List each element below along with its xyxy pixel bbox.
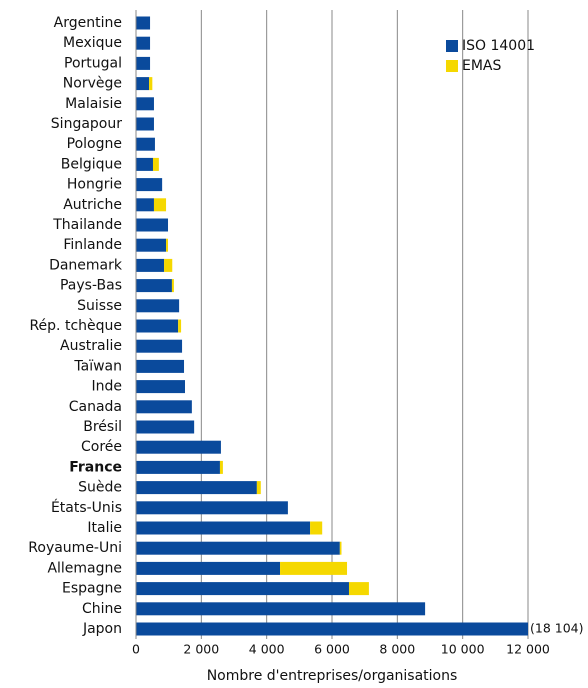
bar-segment	[256, 481, 261, 495]
bar-segment	[136, 420, 195, 434]
y-tick-label: Pays-Bas	[60, 278, 122, 294]
value-label: (18 104)	[530, 621, 584, 636]
x-tick-label: 0	[132, 642, 140, 657]
bar-segment	[136, 16, 151, 30]
y-tick-label: Italie	[87, 520, 122, 536]
bar-segment	[136, 339, 183, 353]
bar-segment	[348, 582, 369, 596]
y-tick-label: Malaisie	[65, 96, 122, 112]
legend-swatch	[446, 60, 458, 72]
y-tick-label: Suisse	[77, 298, 122, 314]
bar-segment	[136, 319, 179, 333]
bar-segment	[219, 460, 223, 474]
bar-segment	[136, 97, 154, 111]
bar-segment	[136, 561, 281, 575]
x-tick-label: 12 000	[506, 642, 550, 657]
y-tick-label: Finlande	[63, 237, 122, 253]
bar-segment	[136, 481, 257, 495]
y-tick-label: Argentine	[54, 15, 122, 31]
bar-segment	[178, 319, 182, 333]
legend-label: ISO 14001	[462, 38, 535, 54]
y-tick-label: Rép. tchèque	[29, 318, 122, 334]
bar-segment	[136, 602, 426, 616]
y-tick-label: Espagne	[62, 581, 122, 597]
bar-segment	[149, 77, 153, 91]
bar-segment	[136, 299, 180, 313]
bar-segment	[136, 178, 163, 192]
bar-segment	[164, 258, 173, 272]
y-tick-label: Chine	[82, 601, 122, 617]
y-tick-label: Australie	[60, 338, 122, 354]
bars	[136, 16, 528, 636]
bar-segment	[136, 541, 340, 555]
bar-segment	[310, 521, 323, 535]
y-tick-label: Allemagne	[47, 560, 122, 576]
bar-segment	[136, 279, 172, 293]
y-tick-label: Taïwan	[73, 358, 122, 374]
y-tick-label: Thailande	[52, 217, 122, 233]
y-tick-label: Hongrie	[67, 177, 122, 193]
y-tick-label: Royaume-Uni	[28, 540, 122, 556]
bar-segment	[153, 198, 167, 212]
bar-segment	[136, 380, 185, 394]
bar-segment	[136, 501, 288, 515]
y-tick-label: Inde	[91, 379, 122, 395]
y-tick-label: Belgique	[61, 156, 122, 172]
bar-segment	[136, 460, 220, 474]
bar-segment	[152, 157, 159, 171]
y-tick-label: Autriche	[63, 197, 122, 213]
bar-segment	[136, 137, 155, 151]
bar-segment	[136, 238, 167, 252]
legend-label: EMAS	[462, 58, 502, 74]
bar-segment	[339, 541, 342, 555]
bar-segment	[136, 258, 165, 272]
legend-swatch	[446, 40, 458, 52]
bar-segment	[136, 56, 151, 70]
bar-segment	[136, 359, 185, 373]
x-tick-label: 2 000	[183, 642, 219, 657]
bar-segment	[136, 440, 221, 454]
x-tick-label: 8 000	[379, 642, 415, 657]
x-tick-label: 10 000	[441, 642, 485, 657]
x-tick-label: 6 000	[314, 642, 350, 657]
bar-segment	[136, 198, 154, 212]
bar-segment	[136, 157, 153, 171]
x-tick-label: 4 000	[249, 642, 285, 657]
bar-segment	[136, 582, 349, 596]
bar-segment	[171, 279, 174, 293]
y-tick-label: Singapour	[51, 116, 122, 132]
bar-segment	[166, 238, 169, 252]
y-tick-label: Japon	[82, 621, 122, 637]
y-tick-label: Suède	[78, 480, 122, 496]
y-tick-label: France	[69, 459, 122, 475]
bar-segment	[136, 77, 150, 91]
y-tick-label: Mexique	[63, 35, 122, 51]
y-tick-label: États-Unis	[51, 499, 122, 516]
y-tick-label: Corée	[81, 439, 122, 455]
bar-segment	[136, 521, 311, 535]
x-axis-label: Nombre d'entreprises/organisations	[207, 668, 458, 684]
bar-segment	[136, 36, 151, 50]
bar-segment	[136, 622, 528, 636]
bar-segment	[136, 400, 192, 414]
y-tick-label: Brésil	[83, 419, 122, 435]
y-tick-label: Canada	[69, 399, 122, 415]
y-tick-label: Danemark	[49, 257, 123, 273]
bar-segment	[280, 561, 348, 575]
y-tick-label: Norvège	[63, 76, 122, 92]
y-tick-label: Portugal	[64, 55, 122, 71]
y-tick-label: Pologne	[67, 136, 122, 152]
bar-segment	[136, 117, 154, 131]
bar-segment	[136, 218, 169, 232]
